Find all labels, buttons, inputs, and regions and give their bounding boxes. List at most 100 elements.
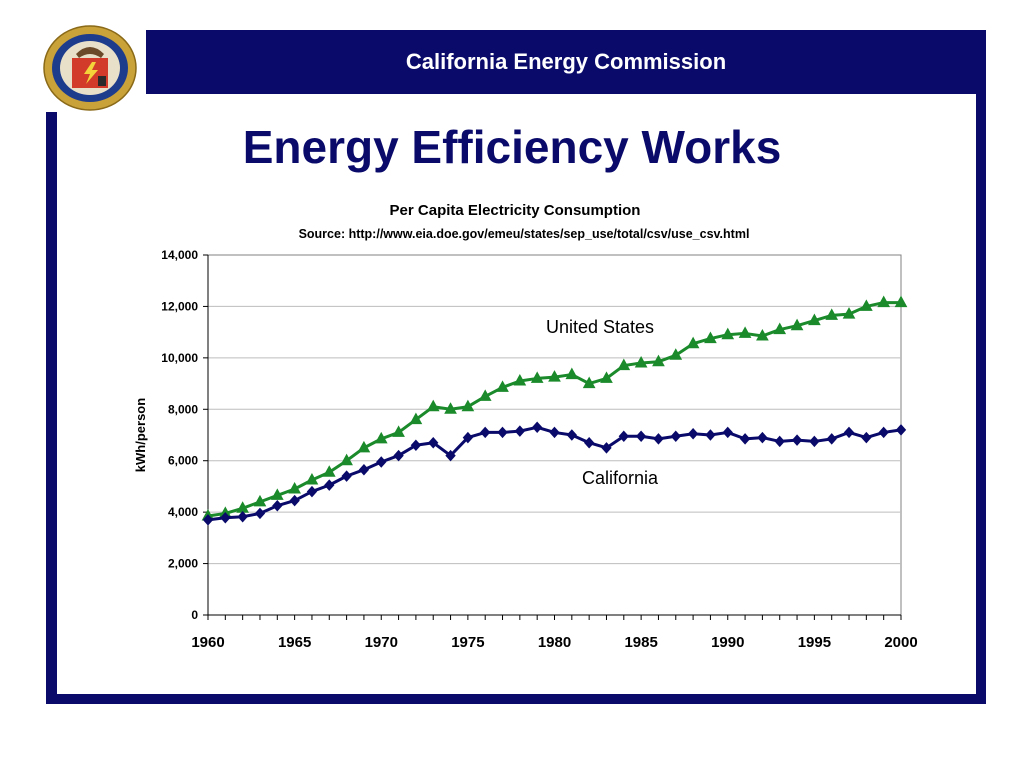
data-point-diamond [532,421,543,434]
data-point-triangle [877,295,891,308]
data-point-triangle [340,453,353,466]
data-point-diamond [428,436,439,449]
data-point-diamond [791,434,803,446]
data-point-triangle [444,402,457,414]
x-tick-label: 1970 [365,634,398,651]
data-point-triangle [773,322,787,335]
data-point-triangle [548,370,561,382]
data-point-triangle [790,318,804,331]
data-point-triangle [582,376,596,389]
data-point-diamond [809,435,820,448]
data-point-diamond [618,430,629,443]
series-labels: United States California [546,317,659,488]
data-point-triangle [738,326,752,338]
y-tick-label: 0 [191,608,198,622]
slide-content-area [57,94,976,694]
data-point-triangle [478,389,492,401]
data-point-diamond [480,426,491,439]
data-point-diamond [653,433,664,445]
organization-title: California Energy Commission [405,49,727,74]
data-point-diamond [202,514,214,526]
data-point-diamond [341,470,352,482]
data-point-diamond [254,507,266,520]
axes: 0 2,000 4,000 6,000 8,000 10,000 12,000 14,000 1… [161,248,917,651]
series-lines [201,295,908,526]
data-point-diamond [237,511,248,523]
data-point-triangle [426,399,440,412]
data-point-diamond [306,485,318,498]
data-point-diamond [861,431,872,444]
data-point-diamond [514,425,526,437]
y-axis-label: kWh/person [133,398,148,472]
data-point-diamond [549,426,560,439]
data-point-diamond [566,429,577,441]
data-point-triangle [270,488,284,500]
data-point-diamond [670,430,681,443]
data-point-triangle [808,313,821,326]
x-tick-label: 1995 [798,634,831,651]
data-point-diamond [324,479,335,491]
chart-subtitle: Source: http://www.eia.doe.gov/emeu/stat… [299,227,750,241]
data-point-diamond [358,463,370,476]
y-tick-label: 14,000 [161,248,198,262]
data-point-diamond [739,433,751,445]
data-point-triangle [253,494,267,507]
slide-title: Energy Efficiency Works [242,121,782,173]
data-point-triangle [652,354,665,367]
data-point-diamond [376,456,387,468]
data-point-diamond [410,439,422,452]
series-label-united-states: United States [546,317,654,337]
data-point-diamond [687,427,699,440]
x-tick-label: 2000 [884,634,917,651]
data-point-triangle [392,425,405,437]
series-label-california: California [582,468,659,488]
data-point-triangle [842,307,856,319]
data-point-triangle [565,367,579,380]
data-point-diamond [878,426,889,439]
data-point-diamond [705,429,716,441]
data-point-triangle [756,328,769,341]
data-point-diamond [722,426,733,439]
data-point-triangle [721,327,735,340]
data-point-triangle [686,336,700,349]
x-tick-label: 1965 [278,634,311,651]
data-point-diamond [826,433,837,445]
y-tick-label: 10,000 [161,351,198,365]
y-tick-label: 12,000 [161,299,198,313]
data-point-diamond [393,449,404,462]
x-tick-label: 1985 [624,634,657,651]
y-tick-label: 8,000 [168,402,198,416]
chart-title: Per Capita Electricity Consumption [390,202,641,219]
x-tick-label: 1975 [451,634,484,651]
california-energy-commission-seal-icon [43,25,137,111]
data-point-triangle [704,331,717,344]
data-point-triangle [617,358,631,371]
data-point-diamond [583,436,595,449]
data-point-diamond [635,430,647,443]
data-point-diamond [445,449,456,462]
data-point-triangle [634,355,648,368]
data-point-diamond [895,424,907,436]
data-point-triangle [322,465,336,477]
gridlines [208,305,901,565]
data-point-triangle [461,399,475,412]
data-point-triangle [374,431,388,444]
data-point-diamond [497,426,508,439]
data-point-triangle [860,299,873,311]
data-point-diamond [843,426,855,439]
data-point-triangle [496,380,509,392]
data-point-triangle [357,440,371,453]
y-tick-label: 4,000 [168,505,198,519]
x-tick-label: 1990 [711,634,744,651]
data-point-diamond [220,512,231,524]
data-point-diamond [774,435,785,448]
data-point-diamond [601,442,612,454]
data-point-diamond [757,431,768,444]
data-point-triangle [600,371,613,383]
y-tick-label: 6,000 [168,454,198,468]
data-point-diamond [272,499,283,512]
data-point-triangle [530,371,544,383]
data-point-triangle [894,295,908,308]
data-point-triangle [288,481,301,494]
